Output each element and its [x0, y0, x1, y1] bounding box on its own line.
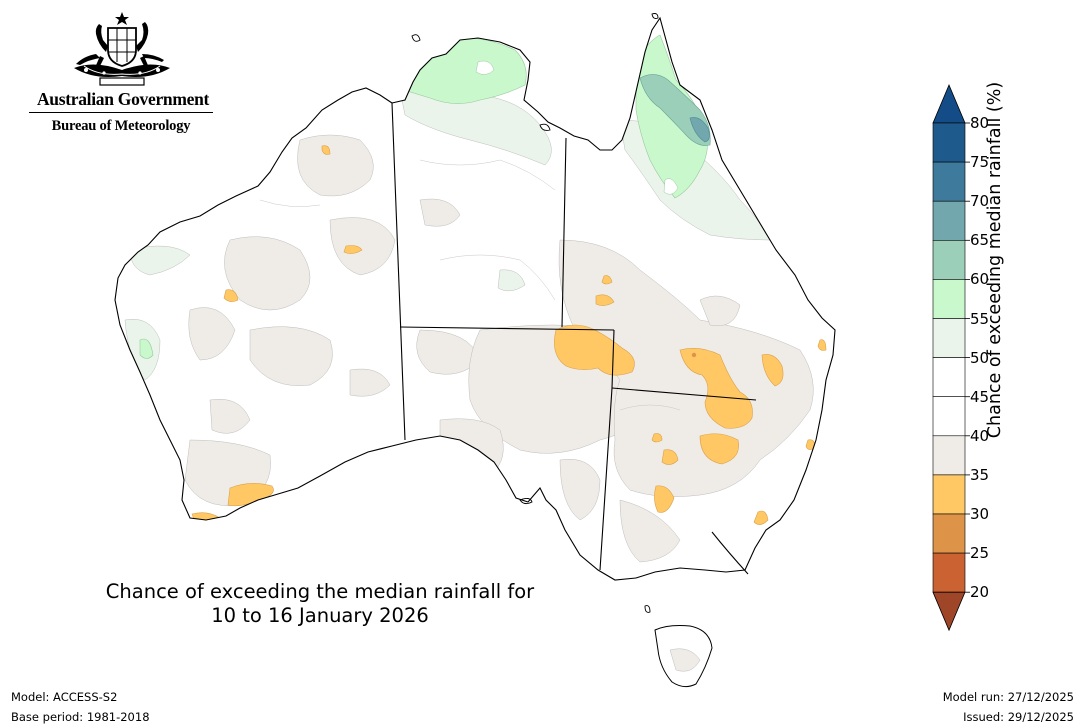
colorbar-tick-label: 60 — [970, 270, 990, 289]
colorbar-bin-50-55 — [932, 318, 966, 358]
colorbar-tick-label: 80 — [970, 114, 990, 132]
colorbar-tick-label: 75 — [970, 153, 990, 172]
colorbar-bin-65-70 — [932, 200, 966, 241]
model-name: Model: ACCESS-S2 — [11, 690, 118, 704]
rainfall-probability-field — [124, 33, 827, 563]
colorbar-bin-60-65 — [932, 240, 966, 280]
state-borders — [391, 102, 757, 575]
logo-divider — [29, 112, 213, 113]
map-title-line-1: Chance of exceeding the median rainfall … — [105, 580, 535, 603]
colorbar-legend: 80 75 70 65 60 55 50 45 40 35 30 25 20 Chance of exc… — [925, 80, 1075, 640]
agency-name: Bureau of Meteorology — [51, 118, 191, 134]
government-name: Australian Government — [36, 89, 210, 109]
map-title: Chance of exceeding the median rainfall … — [60, 580, 580, 628]
colorbar-tick-label: 40 — [970, 426, 990, 445]
colorbar-bin-45-50 — [932, 357, 966, 398]
colorbar-high-arrow — [932, 83, 966, 124]
coat-of-arms-icon — [74, 12, 170, 86]
colorbar-tick-label: 30 — [970, 505, 990, 523]
colorbar-bin-55-60 — [932, 279, 966, 319]
colorbar-bin-30-35 — [932, 474, 966, 515]
colorbar-tick-label: 35 — [970, 465, 990, 484]
colorbar-tick-label: 20 — [970, 583, 990, 602]
colorbar-tick-label: 50 — [970, 348, 990, 367]
colorbar-bin-75-80 — [932, 122, 966, 163]
model-run-date: Model run: 27/12/2025 — [942, 690, 1074, 704]
colorbar-tick-label: 65 — [970, 231, 990, 250]
colorbar-low-arrow — [932, 591, 966, 632]
colorbar-scale — [932, 83, 970, 632]
colorbar-tick-label: 55 — [970, 309, 990, 328]
colorbar-tick-label: 70 — [970, 192, 990, 211]
colorbar-bin-70-75 — [932, 161, 966, 202]
colorbar-bin-20-25 — [932, 552, 966, 593]
colorbar-bin-40-45 — [932, 396, 966, 437]
colorbar-tick-label: 25 — [970, 544, 990, 563]
colorbar-title: Chance of exceeding median rainfall (%) — [985, 81, 1005, 439]
issued-date: Issued: 29/12/2025 — [963, 710, 1074, 724]
map-title-line-2: 10 to 16 January 2026 — [211, 604, 429, 627]
colorbar-bin-25-30 — [932, 513, 966, 554]
base-period: Base period: 1981-2018 — [11, 710, 150, 724]
colorbar-bin-35-40 — [932, 435, 966, 476]
colorbar-tick-label: 45 — [970, 387, 990, 406]
australia-rainfall-map — [114, 13, 836, 688]
government-logo: Australian Government Bureau of Meteorol… — [24, 10, 224, 140]
